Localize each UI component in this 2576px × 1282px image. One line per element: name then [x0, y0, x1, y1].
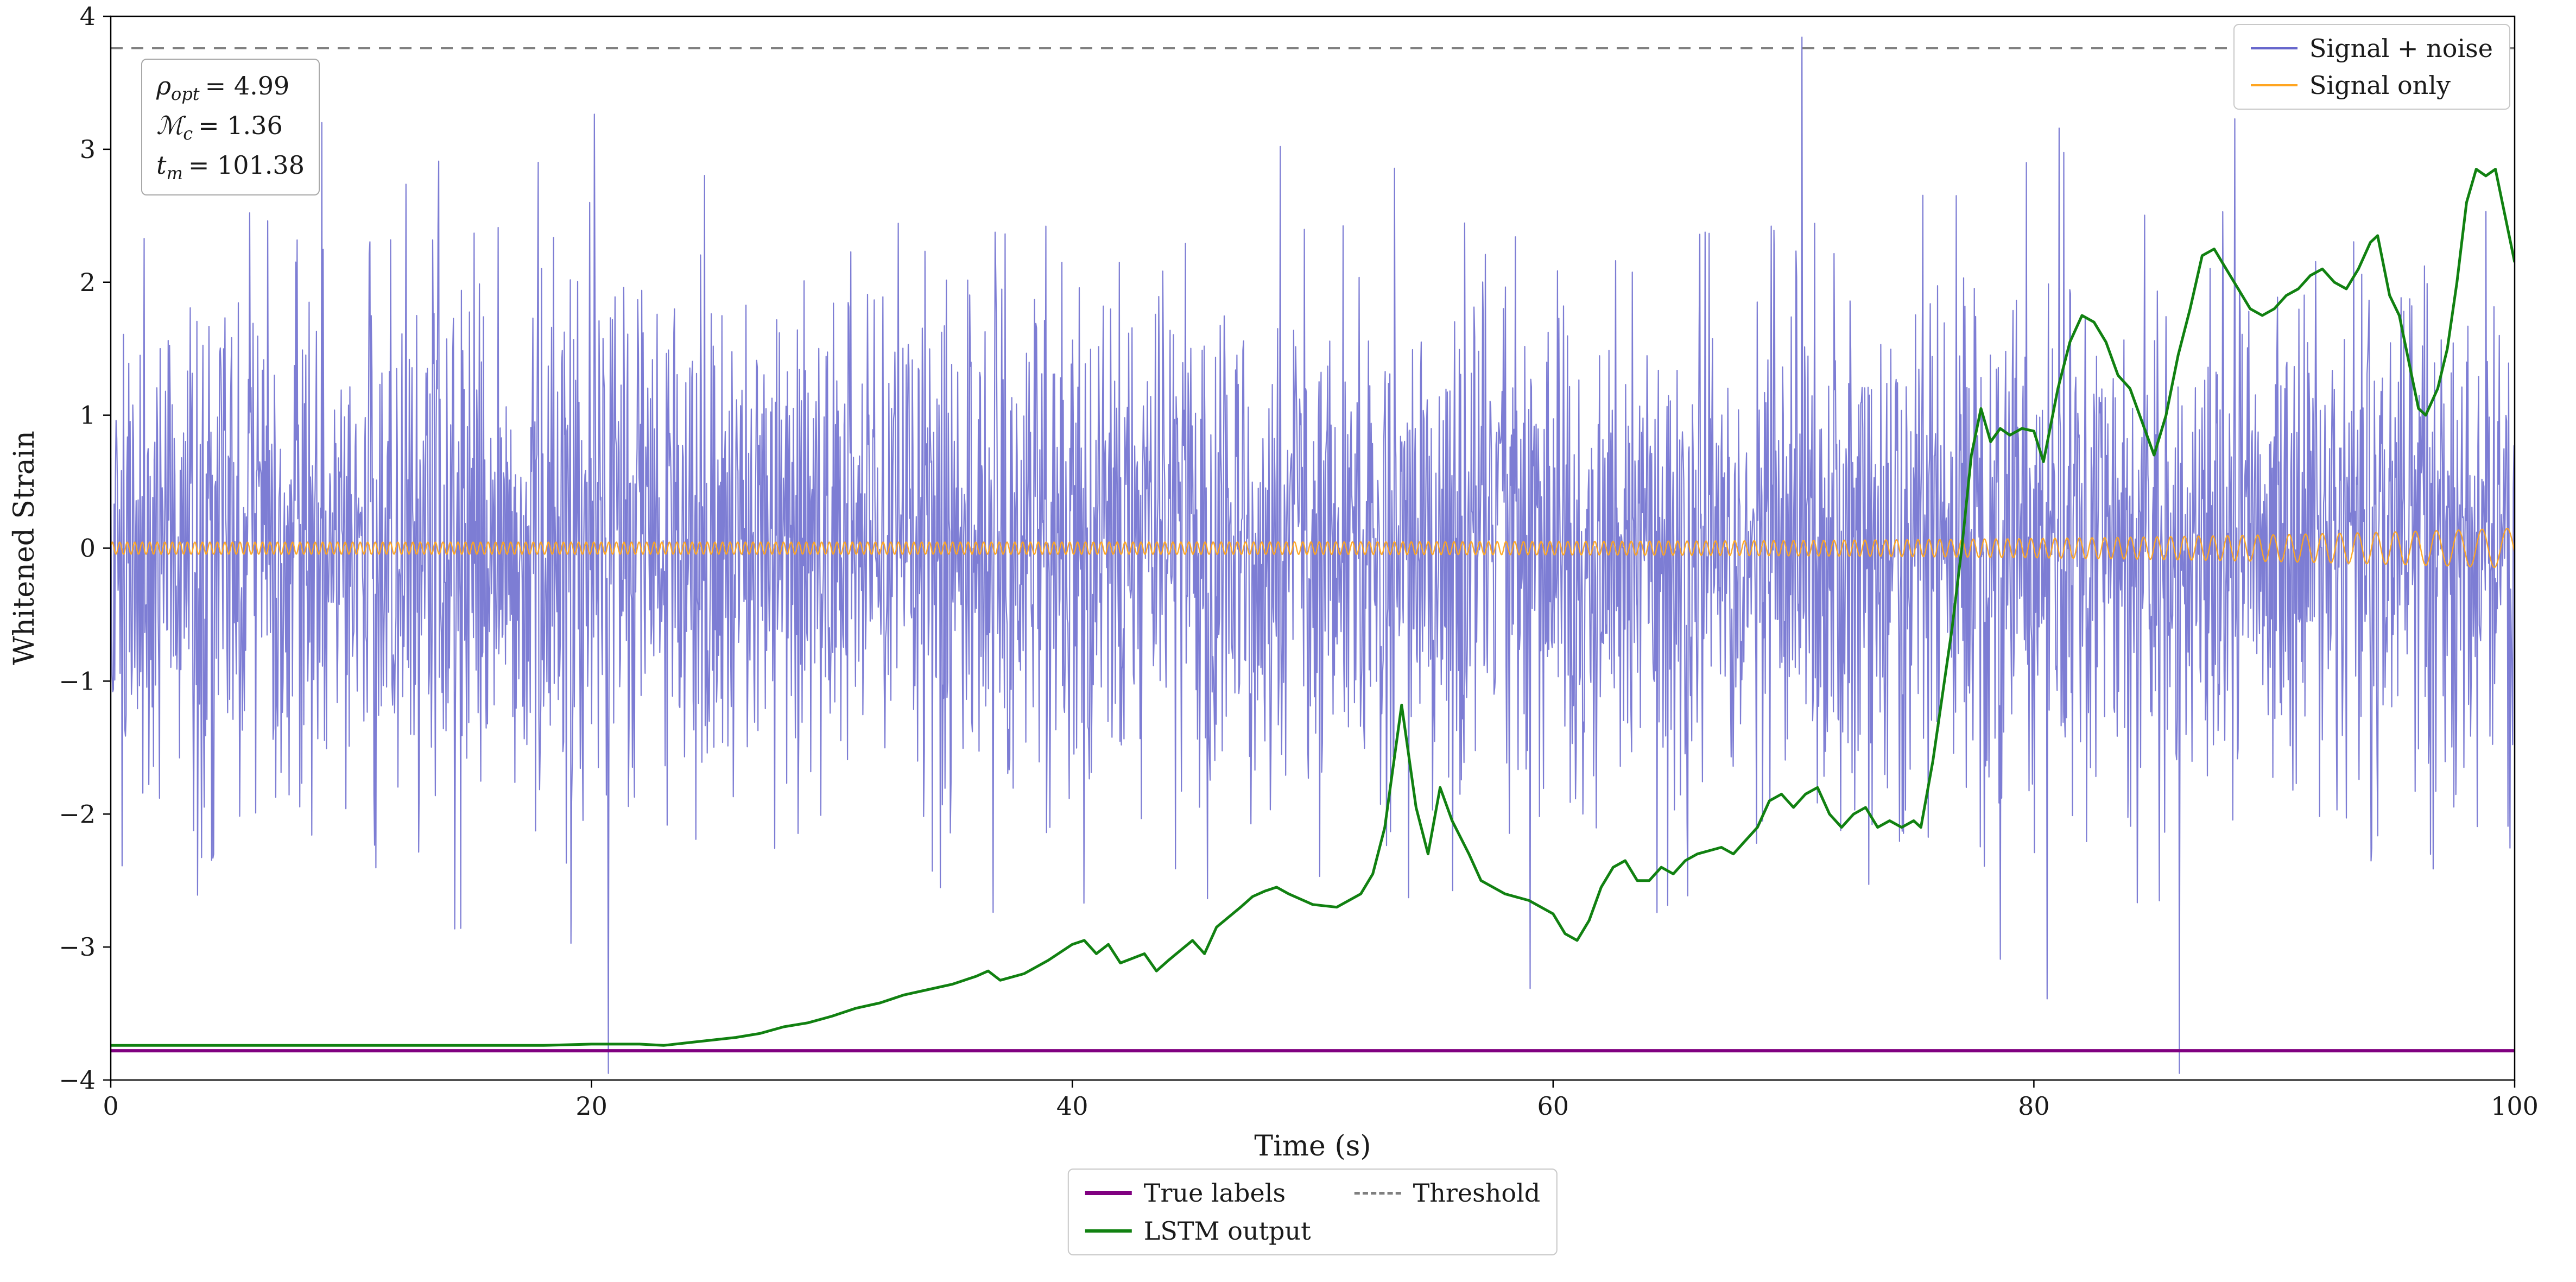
rho-symbol: ρ: [156, 71, 172, 100]
x-tick-label: 80: [2018, 1091, 2050, 1121]
legend-item-signal-only: Signal only: [2250, 71, 2493, 100]
y-tick-label: −2: [59, 799, 96, 829]
series-lstm-output: [111, 168, 2515, 1047]
y-tick-label: 3: [80, 135, 96, 164]
legend-item-threshold: Threshold: [1354, 1178, 1541, 1208]
legend-label: LSTM output: [1143, 1216, 1311, 1246]
legend-label: Threshold: [1413, 1178, 1541, 1208]
annotation-line-chirp-mass: ℳc = 1.36: [156, 111, 283, 144]
annotation-line-rho: ρopt = 4.99: [156, 71, 290, 105]
legend-label: Signal only: [2309, 71, 2451, 100]
y-tick-label: −4: [59, 1065, 96, 1095]
y-tick-label: 2: [80, 268, 96, 297]
y-tick-label: 4: [80, 2, 96, 31]
x-axis-label: Time (s): [1254, 1130, 1371, 1163]
parameter-annotation-box: ρopt = 4.99 ℳc = 1.36 tm = 101.38: [141, 59, 320, 195]
lstm-output-line-swatch: [1085, 1229, 1132, 1233]
legend-label: Signal + noise: [2309, 34, 2493, 63]
series-layer: [111, 36, 2515, 1074]
annotation-line-merger-time: tm = 101.38: [156, 150, 305, 184]
legend-upper-right: Signal + noise Signal only: [2233, 24, 2510, 110]
y-axis-label: Whitened Strain: [8, 431, 41, 665]
x-tick-label: 40: [1056, 1091, 1088, 1121]
legend-item-true-labels: True labels: [1085, 1178, 1311, 1208]
signal-only-line-swatch: [2250, 84, 2297, 86]
x-tick-label: 60: [1537, 1091, 1569, 1121]
series-signal-noise: [111, 36, 2515, 1074]
plot-area: 0 20 40 60 80 100 −4 −3 −2 −1 0 1 2 3 4: [59, 2, 2539, 1121]
legend-item-signal-noise: Signal + noise: [2250, 34, 2493, 63]
signal-noise-line-swatch: [2250, 47, 2297, 49]
y-tick-label: 0: [80, 534, 96, 563]
legend-below-axes: True labels LSTM output Threshold: [1067, 1169, 1558, 1255]
series-signal-only: [111, 528, 2515, 569]
y-tick-label: −3: [59, 932, 96, 962]
x-tick-label: 0: [103, 1091, 118, 1121]
y-tick-label: −1: [59, 666, 96, 696]
x-tick-label: 100: [2491, 1091, 2539, 1121]
merger-time-symbol: t: [156, 150, 167, 180]
x-tick-label: 20: [575, 1091, 607, 1121]
chirp-mass-symbol: ℳ: [156, 111, 183, 141]
legend-label: True labels: [1143, 1178, 1286, 1208]
true-labels-line-swatch: [1085, 1191, 1132, 1195]
legend-item-lstm-output: LSTM output: [1085, 1216, 1311, 1246]
threshold-line-swatch: [1354, 1191, 1401, 1195]
y-tick-label: 1: [80, 401, 96, 430]
